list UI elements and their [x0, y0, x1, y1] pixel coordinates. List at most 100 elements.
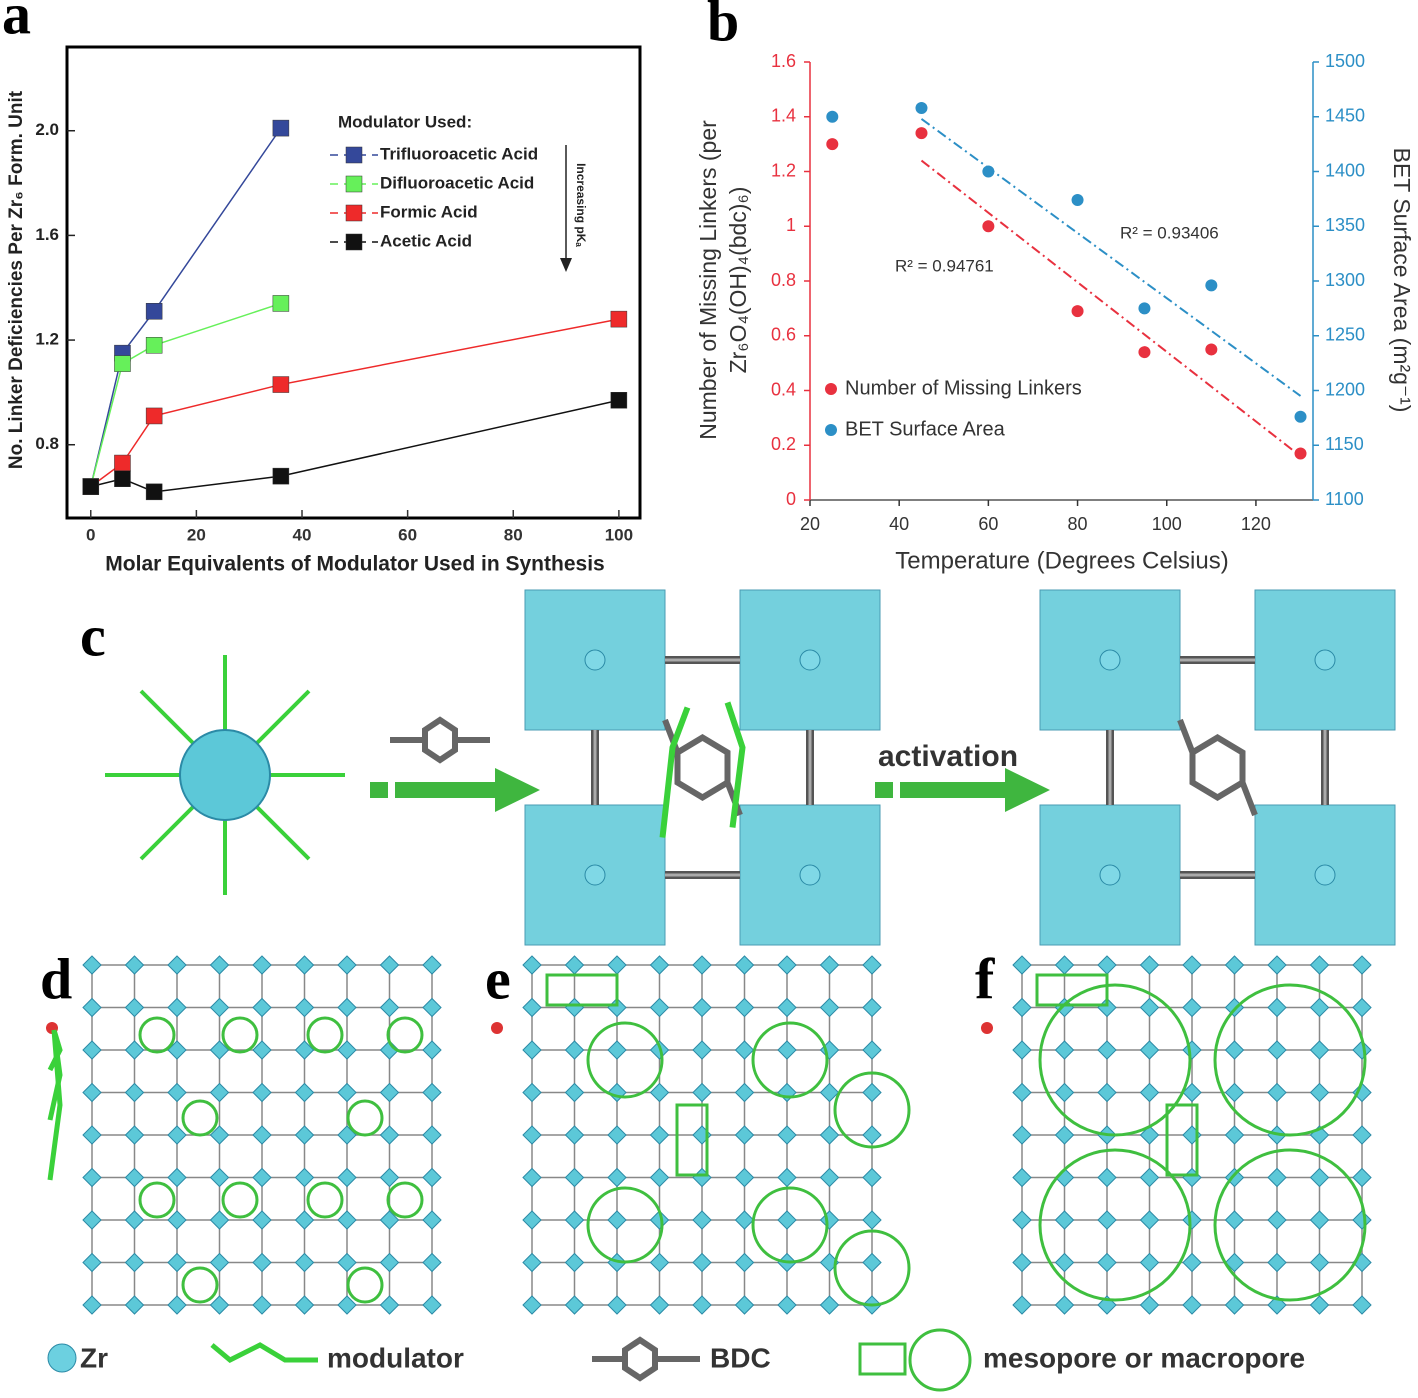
zr-cluster [124, 1295, 145, 1315]
zr-cluster [124, 1210, 145, 1230]
zr-cluster [337, 1040, 357, 1060]
zr-atom [1099, 649, 1121, 671]
modulator [659, 706, 691, 838]
zr-cluster [649, 1295, 670, 1315]
zr-cluster [522, 997, 542, 1018]
point [915, 101, 928, 114]
pore [751, 1186, 829, 1264]
zr-cluster [734, 1295, 755, 1315]
zr-cluster [252, 955, 272, 975]
zr-cluster [167, 1210, 187, 1230]
y-tick-label: 1.6 [771, 51, 796, 71]
zr-cluster [1054, 1295, 1075, 1315]
x-tick-label: 60 [978, 514, 998, 534]
zr-cluster [1054, 955, 1075, 975]
zr-cluster [337, 955, 357, 975]
zr-atom [799, 864, 821, 886]
pore [386, 1181, 424, 1219]
zr-cluster [607, 955, 627, 975]
y2-tick-label: 1400 [1325, 160, 1365, 180]
bdc-linker [1239, 781, 1258, 817]
zr-cluster [522, 955, 542, 975]
legend-pore-rect [858, 1342, 907, 1376]
marker [272, 376, 290, 393]
plot-frame [65, 45, 642, 520]
point [1138, 302, 1151, 315]
zr-cluster [1097, 1167, 1117, 1188]
zr-cluster [734, 997, 755, 1018]
zr-cluster [1054, 1210, 1075, 1230]
zr-cluster [124, 1125, 145, 1145]
zr-cluster [522, 1040, 542, 1060]
zr-cluster [294, 955, 315, 975]
zr-cluster [1182, 955, 1202, 975]
pore [833, 1071, 911, 1149]
legend-label: Acetic Acid [380, 231, 472, 250]
y-axis-label: Zr₆O₄(OH)₄(bdc)₆) [725, 187, 751, 374]
y-tick-label: 0 [786, 489, 796, 509]
pore [181, 1266, 219, 1304]
zr-cluster [649, 1167, 670, 1188]
zr-cluster [167, 1082, 187, 1103]
zr-cluster [1267, 997, 1287, 1018]
zr-cluster [1309, 1167, 1330, 1188]
pore [751, 1021, 829, 1099]
trend-line [920, 118, 1302, 397]
legend-modulator [210, 1342, 318, 1363]
zr-cluster [422, 1210, 442, 1230]
zr-atom [584, 649, 606, 671]
zr-cluster [862, 1252, 882, 1273]
zr-cluster [734, 1082, 755, 1103]
zr-cluster [124, 955, 145, 975]
zr-cluster [1352, 1210, 1372, 1230]
zr-cluster [607, 1295, 627, 1315]
zr-cluster [862, 1082, 882, 1103]
zr-atom [1314, 864, 1336, 886]
modulator-head [491, 1022, 503, 1034]
zr-cluster [1224, 1210, 1245, 1230]
zr-cluster [294, 997, 315, 1018]
zr-cluster [422, 1040, 442, 1060]
zr-cluster [777, 955, 797, 975]
zr-cluster [692, 997, 712, 1018]
zr-cluster [167, 1167, 187, 1188]
zr-cluster [777, 1210, 797, 1230]
marker [272, 295, 290, 312]
zr-cluster [252, 1210, 272, 1230]
zr-cluster [564, 1167, 585, 1188]
pore [1035, 973, 1109, 1007]
zr-cluster [1139, 1125, 1160, 1145]
zr-cluster [1182, 1082, 1202, 1103]
zr-cluster [167, 1125, 187, 1145]
zr-cluster [1097, 1252, 1117, 1273]
zr-cluster [692, 955, 712, 975]
point [1205, 279, 1218, 292]
zr-cluster [862, 1125, 882, 1145]
zr-cluster [82, 997, 102, 1018]
bdc-linker [1177, 718, 1196, 754]
pore [1038, 983, 1192, 1137]
modulator [251, 801, 311, 861]
y-tick-label: 1.2 [35, 330, 59, 349]
arrow-body [900, 782, 1005, 798]
y-tick-label: 1.4 [771, 106, 796, 126]
legend-text: Zr [80, 1342, 108, 1373]
zr-cluster [379, 997, 400, 1018]
y2-tick-label: 1300 [1325, 270, 1365, 290]
point [1071, 305, 1084, 318]
zr-cluster [252, 1167, 272, 1188]
legend-marker [825, 383, 837, 395]
zr-cluster [294, 1040, 315, 1060]
zr-cluster [1182, 1040, 1202, 1060]
pore [545, 973, 619, 1007]
zr-cluster [1352, 1040, 1372, 1060]
marker [145, 337, 163, 354]
zr-cluster [124, 1082, 145, 1103]
zr-cluster [1309, 1082, 1330, 1103]
y2-axis-label: BET Surface Area (m²g⁻¹) [1389, 148, 1415, 413]
zr-cluster [422, 1125, 442, 1145]
zr-cluster [819, 1210, 840, 1230]
annotation: Increasing pKₐ [574, 163, 588, 247]
zr-cluster [564, 1295, 585, 1315]
zr-cluster [1012, 997, 1032, 1018]
